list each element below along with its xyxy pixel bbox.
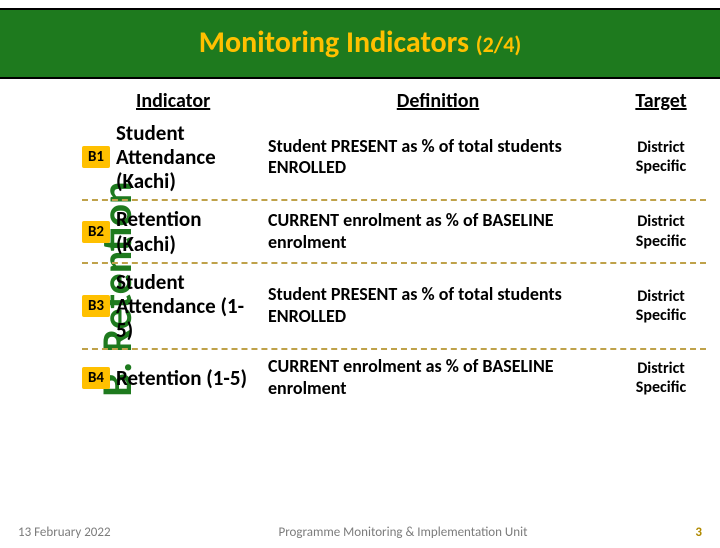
footer-org: Programme Monitoring & Implementation Un… bbox=[111, 525, 696, 540]
indicator-table: Indicator Definition Target B1 Student A… bbox=[82, 85, 706, 405]
header-indicator: Indicator bbox=[116, 89, 260, 113]
row-definition: CURRENT enrolment as % of BASELINE enrol… bbox=[268, 356, 608, 399]
row-badge: B3 bbox=[82, 295, 110, 317]
header-definition: Definition bbox=[268, 89, 608, 113]
row-badge: B4 bbox=[82, 367, 110, 389]
row-indicator: Student Attendance (Kachi) bbox=[116, 121, 260, 193]
row-indicator: Retention (Kachi) bbox=[116, 207, 260, 255]
header-target: Target bbox=[616, 89, 706, 113]
row-target: District Specific bbox=[616, 287, 706, 325]
slide-footer: 13 February 2022 Programme Monitoring & … bbox=[0, 525, 720, 540]
content-area: B. Retention Indicator Definition Target… bbox=[0, 79, 720, 499]
row-definition: CURRENT enrolment as % of BASELINE enrol… bbox=[268, 210, 608, 253]
table-header-row: Indicator Definition Target bbox=[82, 85, 706, 115]
table-row: B2 Retention (Kachi) CURRENT enrolment a… bbox=[82, 201, 706, 263]
row-target: District Specific bbox=[616, 212, 706, 250]
row-definition: Student PRESENT as % of total students E… bbox=[268, 284, 608, 327]
row-indicator: Retention (1-5) bbox=[116, 366, 260, 390]
row-target: District Specific bbox=[616, 359, 706, 397]
row-definition: Student PRESENT as % of total students E… bbox=[268, 136, 608, 179]
row-indicator: Student Attendance (1-5) bbox=[116, 270, 260, 342]
row-target: District Specific bbox=[616, 138, 706, 176]
slide-title-main: Monitoring Indicators bbox=[199, 24, 476, 61]
footer-date: 13 February 2022 bbox=[18, 525, 111, 540]
table-row: B4 Retention (1-5) CURRENT enrolment as … bbox=[82, 350, 706, 405]
table-row: B3 Student Attendance (1-5) Student PRES… bbox=[82, 264, 706, 350]
footer-page: 3 bbox=[695, 525, 702, 540]
slide-title-bar: Monitoring Indicators (2/4) bbox=[0, 8, 720, 79]
slide-title-sub: (2/4) bbox=[476, 31, 521, 58]
row-badge: B2 bbox=[82, 221, 110, 243]
table-row: B1 Student Attendance (Kachi) Student PR… bbox=[82, 115, 706, 201]
row-badge: B1 bbox=[82, 146, 110, 168]
